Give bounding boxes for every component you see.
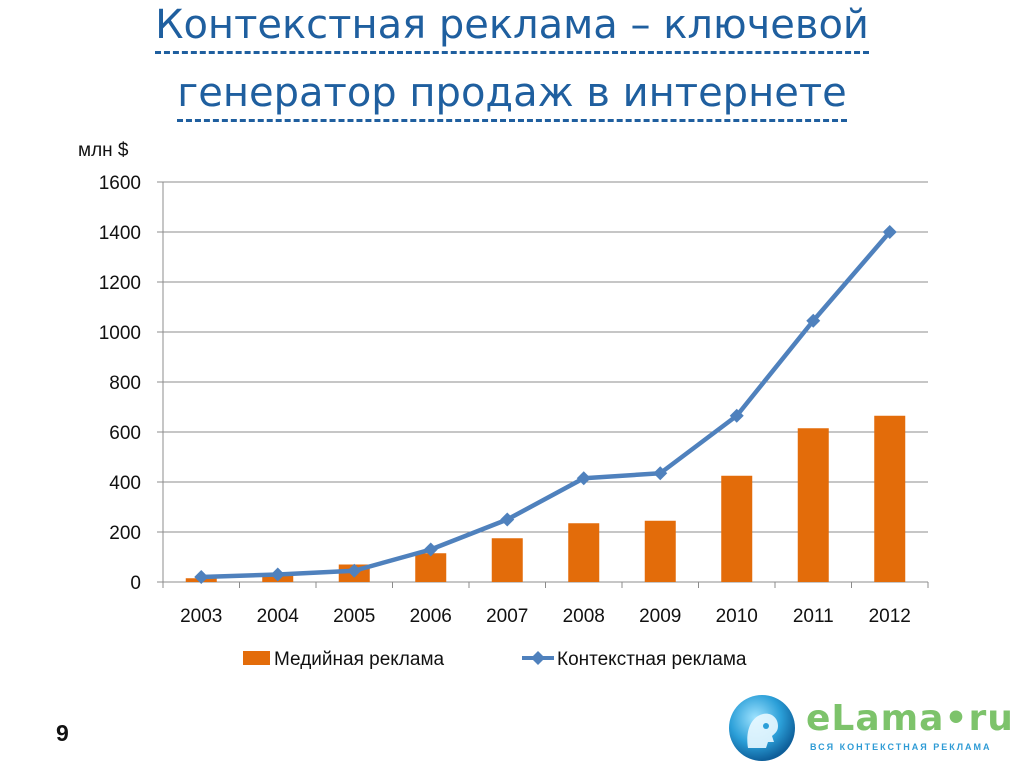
line-point-2007 — [500, 512, 515, 527]
x-tick-label: 2004 — [257, 606, 300, 627]
x-tick-label: 2008 — [563, 606, 605, 627]
y-tick-label: 800 — [109, 373, 141, 394]
x-tick-label: 2012 — [869, 606, 911, 627]
line-point-2010 — [729, 408, 744, 423]
y-tick-label: 1000 — [99, 323, 141, 344]
line-point-2006 — [423, 542, 438, 557]
bar-2006 — [415, 553, 447, 582]
y-tick-label: 1400 — [99, 223, 141, 244]
y-axis-unit-label: млн $ — [78, 140, 129, 161]
x-tick-label: 2009 — [639, 606, 681, 627]
x-tick-label: 2005 — [333, 606, 375, 627]
y-tick-label: 1200 — [99, 273, 141, 294]
legend-label-bar: Медийная реклама — [274, 649, 445, 670]
line-point-2009 — [653, 466, 668, 481]
y-tick-label: 200 — [109, 523, 141, 544]
line-point-2004 — [270, 567, 285, 582]
line-point-2003 — [194, 570, 209, 584]
page-number: 9 — [56, 720, 69, 746]
y-tick-label: 1600 — [99, 173, 141, 194]
line-point-2011 — [806, 313, 821, 328]
logo-text: eLama•ru — [806, 698, 1014, 739]
bar-2009 — [644, 520, 676, 582]
y-tick-label: 400 — [109, 473, 141, 494]
line-point-2012 — [882, 225, 897, 239]
x-tick-label: 2006 — [410, 606, 452, 627]
legend-label-line: Контекстная реклама — [557, 649, 747, 670]
line-point-2005 — [347, 563, 362, 578]
bar-2012 — [874, 415, 906, 582]
elama-logo-icon — [729, 695, 795, 761]
line-point-2008 — [576, 471, 591, 486]
logo-tagline: ВСЯ КОНТЕКСТНАЯ РЕКЛАМА — [810, 742, 992, 752]
slide-title: Контекстная реклама – ключевой генератор… — [0, 0, 1024, 122]
bar-2007 — [491, 538, 523, 582]
elama-logo: eLama•ru ВСЯ КОНТЕКСТНАЯ РЕКЛАМА — [724, 692, 1014, 762]
x-tick-label: 2010 — [716, 606, 758, 627]
x-tick-label: 2011 — [793, 606, 834, 627]
x-tick-label: 2007 — [486, 606, 528, 627]
legend-swatch-marker — [531, 651, 545, 665]
bar-2008 — [568, 523, 600, 582]
title-line-2: генератор продаж в интернете — [177, 70, 847, 122]
line-series-context — [201, 230, 892, 580]
bar-2011 — [797, 428, 829, 582]
y-tick-label: 600 — [109, 423, 141, 444]
y-tick-label: 0 — [130, 573, 141, 594]
bar-2010 — [721, 475, 753, 582]
legend-swatch-bar — [243, 651, 270, 665]
x-tick-label: 2003 — [180, 606, 222, 627]
title-line-1: Контекстная реклама – ключевой — [155, 2, 869, 54]
